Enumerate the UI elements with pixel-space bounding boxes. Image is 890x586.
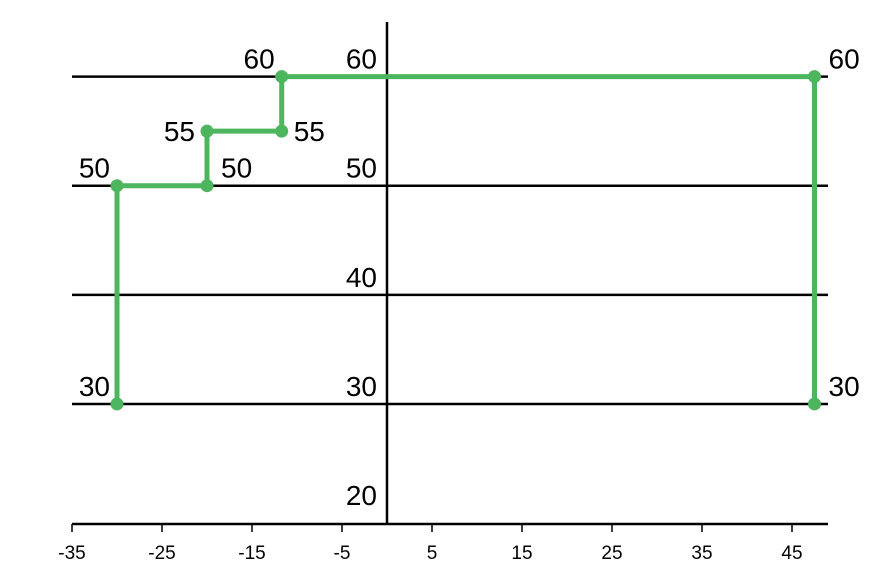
data-point [275,124,289,138]
data-point [808,397,821,411]
x-tick-label: 35 [691,543,712,564]
axes: -35 -25 -15 -5 5 15 25 35 45 20 30 40 50 60 [58,22,828,564]
data-point [275,70,289,84]
data-label: 60 [244,44,275,75]
data-label: 30 [829,371,860,402]
series-line [114,74,817,407]
data-label: 55 [294,116,325,147]
x-tick-label: -35 [58,543,85,564]
data-point [808,70,821,84]
data-label: 55 [164,116,195,147]
data-label: 50 [79,153,110,184]
x-tick-label: 5 [427,543,438,564]
x-tick-label: 45 [781,543,802,564]
data-point [110,397,124,411]
x-tick-label: -25 [148,543,175,564]
y-tick-label: 60 [346,44,377,75]
y-tick-label: 30 [346,371,377,402]
data-label: 30 [79,371,110,402]
series [110,70,821,411]
x-tick-label: 15 [511,543,532,564]
data-point [200,124,214,138]
y-tick-label: 20 [346,480,377,511]
x-tick-label: -5 [334,543,351,564]
data-point [200,179,214,193]
data-label: 60 [829,44,860,75]
y-tick-label: 50 [346,153,377,184]
labels: 30 50 50 55 55 60 60 30 [79,44,860,402]
x-tick-label: 25 [601,543,622,564]
y-tick-label: 40 [346,262,377,293]
x-tick-label: -15 [238,543,265,564]
data-label: 50 [221,153,252,184]
data-point [110,179,124,193]
